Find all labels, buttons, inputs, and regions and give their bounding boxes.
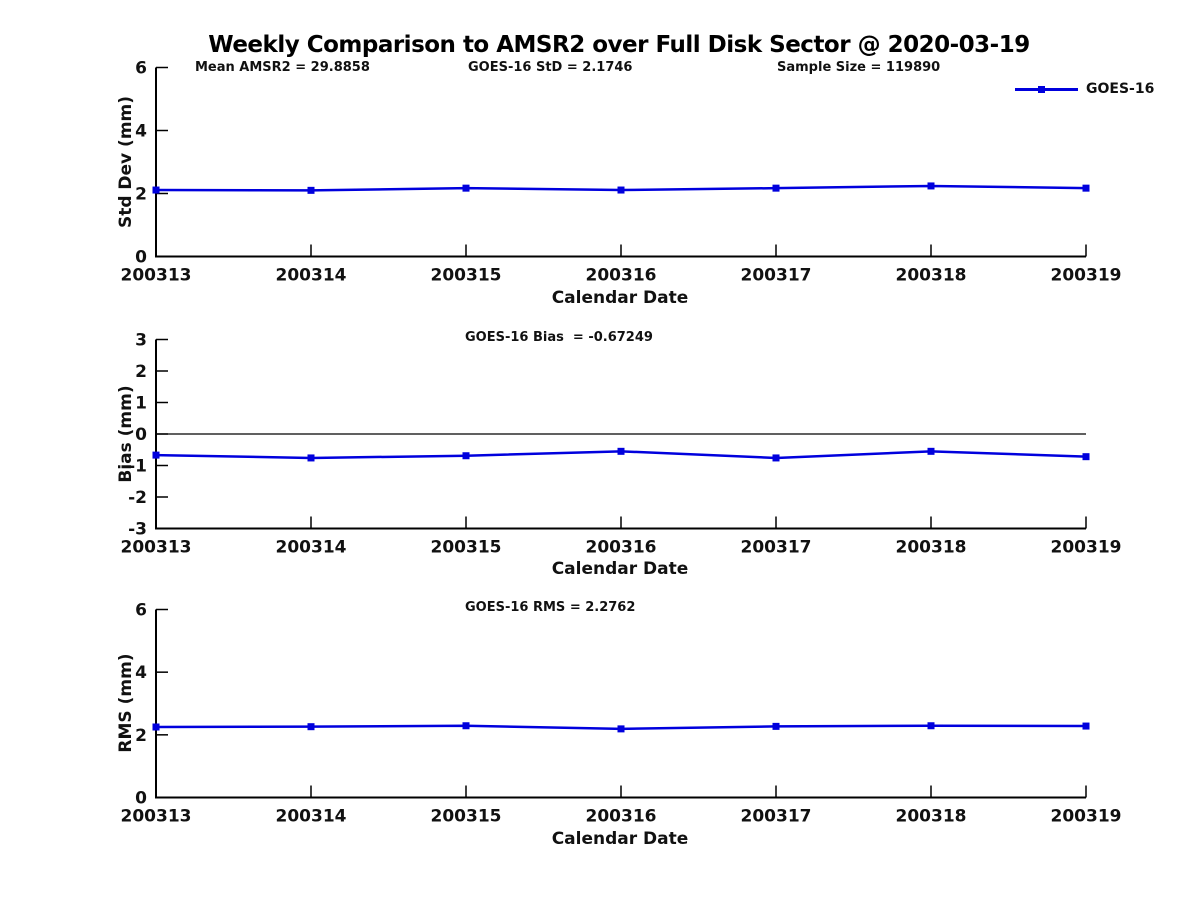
x-tick-label: 200313 bbox=[121, 807, 192, 827]
x-tick-label: 200318 bbox=[896, 538, 967, 558]
data-point-marker bbox=[772, 722, 780, 730]
data-point-marker bbox=[1082, 453, 1090, 461]
chart-title-rms: GOES-16 RMS = 2.2762 bbox=[465, 600, 636, 615]
legend-square-marker-icon bbox=[1038, 86, 1045, 93]
data-point-marker bbox=[1082, 722, 1090, 730]
x-tick-label: 200313 bbox=[121, 538, 192, 558]
chart-plot-3: 0 2 4 6 200313 200314 200315 200316 200317 200318… bbox=[121, 601, 1122, 827]
x-tick-label: 200316 bbox=[586, 266, 657, 286]
y-tick-label: -2 bbox=[128, 488, 147, 508]
axis-frame bbox=[155, 609, 1086, 799]
data-point-marker bbox=[772, 454, 780, 462]
y-tick-label: 0 bbox=[135, 425, 147, 445]
x-tick-label: 200315 bbox=[431, 807, 502, 827]
x-axis-label-chart2: Calendar Date bbox=[551, 559, 689, 579]
x-tick-label: 200314 bbox=[276, 266, 347, 286]
page-title: Weekly Comparison to AMSR2 over Full Dis… bbox=[208, 32, 1030, 58]
x-tick-label: 200319 bbox=[1051, 807, 1122, 827]
x-tick-label: 200314 bbox=[276, 538, 347, 558]
x-tick-label: 200318 bbox=[896, 807, 967, 827]
data-point-marker bbox=[617, 447, 625, 455]
y-axis-label-bias: Bias (mm) bbox=[116, 385, 136, 483]
legend-label: GOES-16 bbox=[1086, 81, 1155, 97]
x-tick-label: 200317 bbox=[741, 538, 812, 558]
data-point-marker bbox=[927, 722, 935, 730]
legend: GOES-16 bbox=[1010, 78, 1170, 100]
data-point-marker bbox=[307, 723, 315, 731]
data-point-marker bbox=[1082, 184, 1090, 192]
data-point-marker bbox=[462, 452, 470, 460]
x-tick-label: 200315 bbox=[431, 266, 502, 286]
y-tick-label: 2 bbox=[135, 362, 147, 382]
data-point-marker bbox=[927, 447, 935, 455]
y-tick-label: -1 bbox=[128, 457, 147, 477]
y-tick-label: 6 bbox=[135, 601, 147, 621]
x-tick-label: 200315 bbox=[431, 538, 502, 558]
chart-title-bias: GOES-16 Bias = -0.67249 bbox=[465, 330, 653, 345]
x-tick-label: 200314 bbox=[276, 807, 347, 827]
data-point-marker bbox=[152, 723, 160, 731]
y-tick-label: 3 bbox=[135, 331, 147, 351]
x-tick-label: 200319 bbox=[1051, 538, 1122, 558]
x-tick-label: 200316 bbox=[586, 538, 657, 558]
x-tick-label: 200316 bbox=[586, 807, 657, 827]
data-point-marker bbox=[307, 454, 315, 462]
legend-line-icon bbox=[1015, 88, 1078, 91]
data-point-marker bbox=[617, 725, 625, 733]
y-tick-label: 0 bbox=[135, 248, 147, 268]
data-point-marker bbox=[462, 184, 470, 192]
x-tick-label: 200317 bbox=[741, 266, 812, 286]
stat-sample-size: Sample Size = 119890 bbox=[777, 60, 941, 75]
y-tick-label: 2 bbox=[135, 726, 147, 746]
y-tick-label: 2 bbox=[135, 185, 147, 205]
data-point-marker bbox=[462, 722, 470, 730]
y-tick-label: 6 bbox=[135, 59, 147, 79]
data-point-marker bbox=[152, 451, 160, 459]
x-tick-label: 200319 bbox=[1051, 266, 1122, 286]
y-axis-label-stddev: Std Dev (mm) bbox=[116, 95, 136, 229]
y-tick-label: 1 bbox=[135, 394, 147, 414]
y-axis-label-rms: RMS (mm) bbox=[116, 653, 136, 753]
y-tick-label: -3 bbox=[128, 520, 147, 540]
x-tick-label: 200313 bbox=[121, 266, 192, 286]
stat-mean-amsr2: Mean AMSR2 = 29.8858 bbox=[195, 60, 370, 75]
data-point-marker bbox=[772, 184, 780, 192]
axis-frame bbox=[155, 67, 1086, 258]
y-tick-label: 4 bbox=[135, 122, 147, 142]
x-tick-label: 200317 bbox=[741, 807, 812, 827]
x-axis-label-chart1: Calendar Date bbox=[551, 288, 689, 308]
data-point-marker bbox=[307, 186, 315, 194]
chart-plot-1: 0 2 4 6 200313 200314 200315 200316 200317 200318… bbox=[121, 59, 1122, 286]
y-tick-label: 4 bbox=[135, 663, 147, 683]
y-tick-label: 0 bbox=[135, 789, 147, 809]
chart-plot-2: -3 -2 -1 0 1 2 3 200313 200314 200315 200316 200317… bbox=[121, 331, 1122, 558]
data-point-marker bbox=[927, 182, 935, 190]
data-point-marker bbox=[152, 186, 160, 194]
x-tick-label: 200318 bbox=[896, 266, 967, 286]
stat-goes16-std: GOES-16 StD = 2.1746 bbox=[468, 60, 633, 75]
data-point-marker bbox=[617, 186, 625, 194]
x-axis-label-chart3: Calendar Date bbox=[551, 829, 689, 849]
